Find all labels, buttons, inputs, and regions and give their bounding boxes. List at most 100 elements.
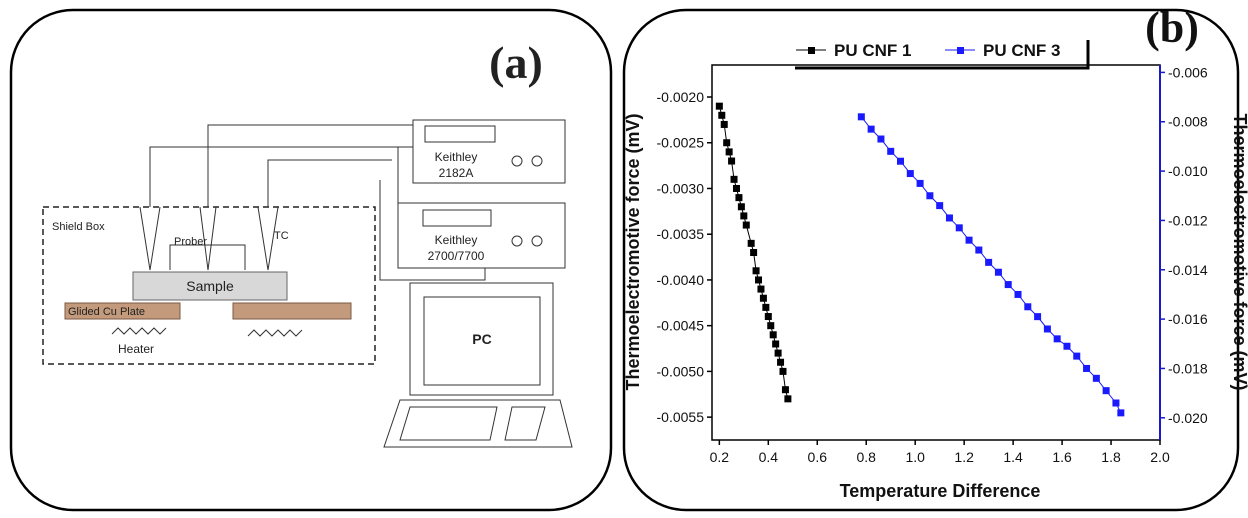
knob (511, 235, 523, 247)
point (1102, 387, 1110, 395)
legend-marker (957, 47, 964, 54)
x-tick-label: 0.8 (856, 449, 876, 465)
series-line (718, 106, 789, 399)
knob (531, 155, 543, 167)
point (887, 147, 895, 155)
point (755, 276, 763, 284)
point (777, 358, 785, 366)
tc-label: TC (274, 230, 289, 242)
y2-tick-label: -0.008 (1168, 114, 1208, 130)
point (916, 179, 924, 187)
y2-tick-label: -0.014 (1168, 262, 1208, 278)
y-tick-label: -0.0035 (657, 226, 705, 242)
y2-tick-label: -0.010 (1168, 163, 1208, 179)
point (769, 331, 777, 339)
heater (111, 327, 167, 335)
y2-tick-label: -0.018 (1168, 360, 1208, 376)
point (857, 113, 865, 121)
y-tick-label: -0.0020 (657, 89, 705, 105)
panel-label: (b) (1145, 3, 1199, 52)
point (735, 194, 743, 202)
point (725, 148, 733, 156)
y2-axis-title: Thermoelectromotive force (mV) (1230, 113, 1248, 390)
y-tick-label: -0.0030 (657, 180, 705, 196)
point (759, 294, 767, 302)
point (772, 340, 780, 348)
x-tick-label: 0.4 (759, 449, 779, 465)
point (906, 170, 914, 178)
point (732, 184, 740, 192)
panel-label: (a) (489, 37, 543, 88)
point (1117, 409, 1125, 417)
cu-plate (232, 302, 352, 320)
point (1004, 281, 1012, 289)
panel-frame (9, 8, 613, 512)
point (742, 221, 750, 229)
point (877, 135, 885, 143)
sample (132, 271, 288, 301)
point (730, 175, 738, 183)
instrument-label: 2182A (439, 166, 474, 180)
sample-label: Sample (186, 278, 234, 294)
screen (423, 296, 541, 386)
display (422, 209, 492, 227)
x-tick-label: 1.2 (954, 449, 974, 465)
point (723, 139, 731, 147)
cu-plate (64, 302, 181, 320)
panel-b: (b) Temperature Difference Thermoelectro… (622, 3, 1248, 512)
point (750, 249, 758, 256)
point (752, 267, 760, 275)
point (781, 386, 789, 394)
plate-label: Glided Cu Plate (68, 306, 145, 318)
point (1063, 342, 1071, 350)
point (945, 214, 953, 222)
keyboard-detail (399, 406, 546, 441)
y2-tick-label: -0.020 (1168, 410, 1208, 426)
point (936, 202, 944, 210)
panel-frame (622, 8, 1240, 512)
x-tick-label: 1.6 (1052, 449, 1072, 465)
x-tick-label: 0.6 (808, 449, 828, 465)
point (1073, 352, 1081, 360)
instrument-label: Keithley (435, 150, 478, 164)
y2-tick-label: -0.006 (1168, 64, 1208, 80)
point (867, 125, 875, 133)
heater (247, 329, 303, 337)
display (424, 125, 496, 143)
series-line (860, 116, 1122, 414)
point (985, 258, 993, 266)
point (965, 236, 973, 244)
y-tick-label: -0.0045 (657, 318, 705, 334)
point (764, 313, 772, 321)
instrument-label: 2700/7700 (428, 249, 485, 263)
point (720, 120, 728, 128)
point (1024, 303, 1032, 311)
x-tick-label: 2.0 (1150, 449, 1170, 465)
prober-label: Prober (174, 236, 207, 248)
point (1034, 313, 1042, 321)
shield-box (42, 206, 376, 365)
point (779, 367, 787, 375)
x-tick-label: 0.2 (710, 449, 730, 465)
legend-label: PU CNF 3 (983, 41, 1060, 60)
point (718, 111, 726, 119)
point (1053, 335, 1061, 343)
shield-box-label: Shield Box (52, 221, 105, 233)
y2-tick-label: -0.012 (1168, 212, 1208, 228)
point (740, 212, 748, 220)
y-axis-title: Thermoelectromotive force (mV) (623, 113, 643, 390)
point (715, 102, 723, 110)
point (737, 203, 745, 211)
point (1043, 325, 1051, 333)
point (994, 268, 1002, 276)
x-tick-label: 1.0 (905, 449, 925, 465)
y-tick-label: -0.0025 (657, 135, 705, 151)
instrument (397, 202, 566, 269)
point (1092, 374, 1100, 382)
panel-a: (a) Shield Box Sample Glided Cu Plate He… (9, 8, 613, 512)
x-axis-title: Temperature Difference (840, 481, 1041, 501)
pc-label: PC (472, 331, 491, 347)
legend-label: PU CNF 1 (834, 41, 911, 60)
instrument (412, 119, 566, 184)
